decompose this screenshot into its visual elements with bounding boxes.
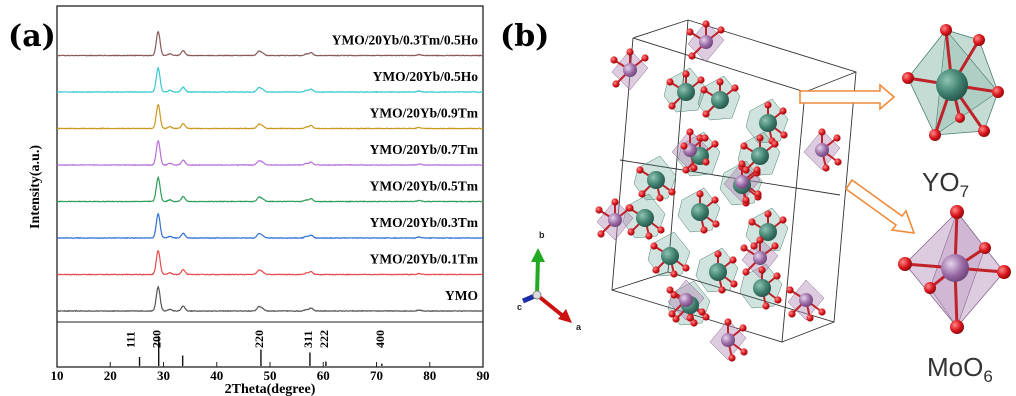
crystal-axes-indicator: b a c: [517, 230, 582, 332]
x-tick-label: 30: [157, 368, 170, 383]
plot-lines: [56, 30, 484, 313]
series-label-1: YMO/20Yb/0.1Tm: [370, 252, 479, 267]
axis-c-label: c: [517, 302, 522, 312]
series-line-1: [57, 249, 484, 276]
series-line-4: [56, 139, 484, 167]
series-line-0: [56, 285, 484, 313]
y-axis-title: Intensity(a.u.): [28, 145, 43, 229]
reflection-label-222: 222: [317, 330, 331, 348]
panel-a-label: (a): [8, 19, 56, 54]
series-line-2: [56, 212, 484, 240]
x-tick-label: 20: [104, 368, 117, 383]
yo7-label: YO7: [922, 167, 969, 201]
series-label-7: YMO/20Yb/0.3Tm/0.5Ho: [332, 33, 479, 48]
reflection-label-200: 200: [150, 330, 164, 348]
series-line-6: [57, 66, 484, 94]
x-tick-label: 70: [370, 368, 383, 383]
series-line-3: [56, 175, 484, 203]
axis-b-label: b: [539, 230, 545, 240]
series-label-6: YMO/20Yb/0.5Ho: [373, 69, 479, 84]
series-label-2: YMO/20Yb/0.3Tm: [370, 215, 479, 230]
panel-b-label: (b): [500, 19, 549, 54]
yo7-polyhedron: [902, 24, 1004, 141]
reflection-label-400: 400: [373, 330, 387, 348]
reflection-label-111: 111: [124, 331, 138, 348]
x-axis-title: 2Theta(degree): [225, 382, 316, 396]
x-axis-ticks: 10 20 30 40 50 60 70 80 90: [51, 362, 490, 383]
axis-a-label: a: [576, 322, 582, 332]
series-line-7: [57, 30, 484, 57]
x-tick-label: 10: [51, 368, 64, 383]
moo6-polyhedron: [898, 205, 1011, 334]
reference-reflections: 111 200 220 311 222 400: [124, 330, 387, 366]
series-label-0: YMO: [445, 288, 478, 303]
moo6-label: MoO6: [927, 352, 993, 386]
x-tick-label: 80: [423, 368, 436, 383]
x-tick-label: 40: [210, 368, 223, 383]
crystal-structure: [595, 19, 857, 362]
legend: YMO YMO/20Yb/0.1Tm YMO/20Yb/0.3Tm YMO/20Yb/…: [332, 33, 479, 304]
x-tick-label: 60: [317, 368, 330, 383]
arrow-to-yo7: [799, 83, 896, 111]
unit-cell-outline: [611, 19, 857, 343]
reflection-label-311: 311: [301, 331, 315, 348]
atoms: [595, 20, 842, 362]
arrow-to-moo6: [844, 178, 916, 234]
reflection-label-220: 220: [252, 330, 266, 348]
series-label-3: YMO/20Yb/0.5Tm: [370, 179, 479, 194]
series-label-5: YMO/20Yb/0.9Tm: [370, 106, 479, 121]
x-tick-label: 90: [477, 368, 490, 383]
x-tick-label: 50: [264, 368, 277, 383]
series-label-4: YMO/20Yb/0.7Tm: [370, 142, 479, 157]
series-line-5: [56, 103, 484, 130]
